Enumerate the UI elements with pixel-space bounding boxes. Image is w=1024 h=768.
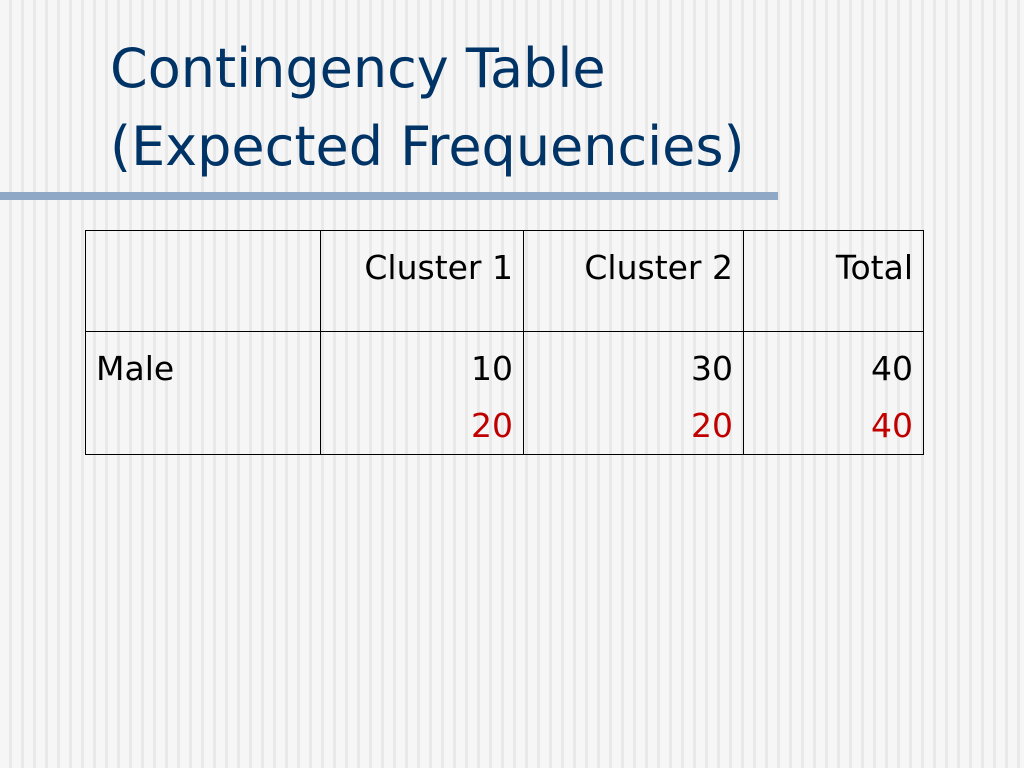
contingency-table: Cluster 1 Cluster 2 Total Male 10 20 30 20 40 40 bbox=[85, 230, 924, 455]
observed-value: 40 bbox=[871, 349, 913, 388]
expected-value: 40 bbox=[871, 406, 913, 445]
row-label: Male bbox=[85, 331, 321, 455]
corner-cell bbox=[85, 230, 321, 332]
title-rule bbox=[0, 192, 778, 200]
value-cell: 10 20 bbox=[320, 331, 524, 455]
expected-value: 20 bbox=[471, 406, 513, 445]
expected-value: 20 bbox=[691, 406, 733, 445]
data-row: Male 10 20 30 20 40 40 bbox=[85, 331, 924, 455]
observed-value: 30 bbox=[691, 349, 733, 388]
title-line: (Expected Frequencies) bbox=[110, 115, 745, 178]
column-header: Cluster 1 bbox=[320, 230, 524, 332]
title-line: Contingency Table bbox=[110, 37, 606, 100]
column-header: Total bbox=[743, 230, 924, 332]
slide-title: Contingency Table (Expected Frequencies) bbox=[110, 30, 745, 186]
value-cell: 30 20 bbox=[523, 331, 744, 455]
column-header: Cluster 2 bbox=[523, 230, 744, 332]
header-row: Cluster 1 Cluster 2 Total bbox=[85, 230, 924, 332]
value-cell: 40 40 bbox=[743, 331, 924, 455]
observed-value: 10 bbox=[471, 349, 513, 388]
